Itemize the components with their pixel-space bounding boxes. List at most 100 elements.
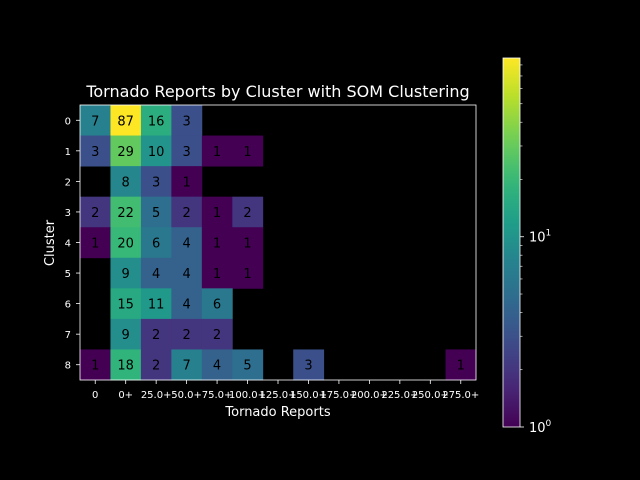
cell-value-label: 18 [117,359,134,374]
y-axis-ticks: 0 1 2 3 4 5 6 7 8 [65,116,80,372]
cell-value-label: 4 [182,298,190,313]
heatmap-cell [232,349,264,381]
cell-value-label: 1 [213,206,221,221]
cell-value-label: 1 [182,175,190,190]
heatmap-cell [201,227,233,259]
cell-value-label: 9 [122,267,130,282]
cell-value-label: 5 [243,359,251,374]
cell-value-label: 3 [91,145,99,160]
heatmap-cell [232,135,264,167]
x-axis-ticks: 0 0+ 25.0+ 50.0+ 75.0+100.0+125.0+150.0+175.… [92,380,479,401]
x-tick-label: 50.0+ [171,390,202,401]
heatmap-cell [80,105,111,136]
x-tick-label: 0 [92,390,98,401]
cell-value-label: 3 [304,359,312,374]
heatmap-cell [110,318,142,350]
heatmap-cell [171,196,203,228]
cell-value-label: 4 [182,237,190,252]
x-tick-label: 275.0+ [442,390,479,401]
cell-value-label: 22 [117,206,134,221]
y-tick-label: 6 [65,300,71,311]
cell-value-label: 8 [122,175,130,190]
cell-value-label: 5 [152,206,160,221]
cell-value-label: 1 [213,267,221,282]
cell-value-label: 3 [182,114,190,129]
cell-value-label: 87 [117,114,134,129]
y-axis-label: Cluster [43,219,58,266]
heatmap-cell [110,288,142,320]
heatmap-cell [140,349,172,381]
heatmap-cell [171,135,203,167]
cell-value-label: 15 [117,298,134,313]
heatmap-cell [80,349,111,381]
y-tick-label: 1 [65,147,71,158]
cell-value-label: 16 [148,114,165,129]
heatmap-cell [140,105,172,136]
cell-value-label: 1 [243,145,251,160]
cell-value-label: 6 [213,298,221,313]
y-tick-label: 2 [65,177,71,188]
colorbar-tick-label: 101 [529,229,551,246]
y-tick-label: 3 [65,208,71,219]
heatmap-cell [232,196,264,228]
x-tick-label: 75.0+ [202,390,233,401]
cell-labels: 7 87 16 33 29 10 3 1 18 3 12 22 5 2 1 21 20 6 4 1 19 4 4 1 115 11… [91,114,465,373]
heatmap-cell [110,196,142,228]
y-tick-label: 8 [65,361,71,372]
x-tick-label: 225.0+ [381,390,418,401]
heatmap-cell [80,227,111,259]
cell-value-label: 4 [182,267,190,282]
heatmap-cell [110,257,142,289]
cell-value-label: 1 [243,237,251,252]
cell-value-label: 20 [117,237,134,252]
heatmap-cell [445,349,477,381]
heatmap-cell [140,135,172,167]
y-tick-label: 5 [65,269,71,280]
cell-value-label: 9 [122,328,130,343]
cell-value-label: 4 [213,359,221,374]
cell-value-label: 3 [152,175,160,190]
cell-value-label: 2 [213,328,221,343]
heatmap-cell [140,257,172,289]
cell-value-label: 29 [117,145,134,160]
x-tick-label: 0+ [118,390,133,401]
cell-value-label: 1 [243,267,251,282]
heatmap-cell [293,349,325,381]
x-tick-label: 100.0+ [229,390,266,401]
cell-value-label: 6 [152,237,160,252]
heatmap-cell [171,288,203,320]
cell-value-label: 1 [91,237,99,252]
heatmap-cell [201,288,233,320]
cell-value-label: 1 [91,359,99,374]
cell-value-label: 7 [91,114,99,129]
cell-value-label: 2 [152,359,160,374]
cell-value-label: 1 [213,145,221,160]
heatmap-cell [171,318,203,350]
heatmap-cell [201,257,233,289]
x-tick-label: 250.0+ [412,390,449,401]
heatmap-cell [171,227,203,259]
heatmap-cells [80,105,477,381]
heatmap-cell [171,349,203,381]
heatmap-cell [201,196,233,228]
heatmap-cell [110,166,142,198]
heatmap-cell [110,227,142,259]
cell-value-label: 2 [152,328,160,343]
heatmap-cell [140,196,172,228]
x-axis-label: Tornado Reports [224,405,330,420]
cell-value-label: 4 [152,267,160,282]
heatmap-cell [110,135,142,167]
cell-value-label: 1 [213,237,221,252]
heatmap-cell [140,227,172,259]
heatmap-cell [140,318,172,350]
heatmap-cell [232,257,264,289]
heatmap-cell [232,227,264,259]
cell-value-label: 2 [182,328,190,343]
x-tick-label: 125.0+ [259,390,296,401]
cell-value-label: 3 [182,145,190,160]
heatmap-cell [110,105,142,136]
x-tick-label: 150.0+ [290,390,327,401]
colorbar-gradient [502,57,521,428]
cell-value-label: 7 [182,359,190,374]
heatmap-cell [80,196,111,228]
